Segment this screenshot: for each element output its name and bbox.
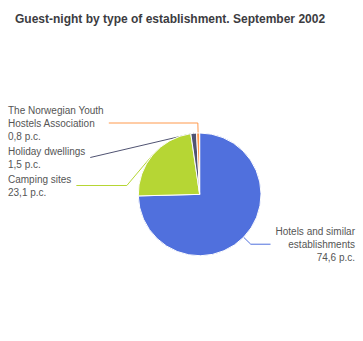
svg-text:0,8 p.c.: 0,8 p.c. xyxy=(8,131,41,142)
svg-text:Holiday dwellings: Holiday dwellings xyxy=(8,146,85,157)
svg-text:23,1 p.c.: 23,1 p.c. xyxy=(8,187,46,198)
svg-text:Hotels and similar: Hotels and similar xyxy=(276,226,356,237)
svg-text:Guest-night by type of establi: Guest-night by type of establishment. Se… xyxy=(15,12,325,26)
svg-text:establishments: establishments xyxy=(288,239,355,250)
svg-text:1,5 p.c.: 1,5 p.c. xyxy=(8,159,41,170)
svg-text:The Norwegian Youth: The Norwegian Youth xyxy=(8,105,104,116)
svg-text:Camping sites: Camping sites xyxy=(8,174,71,185)
svg-text:74,6 p.c.: 74,6 p.c. xyxy=(317,252,355,263)
svg-text:Hostels Association: Hostels Association xyxy=(8,118,95,129)
